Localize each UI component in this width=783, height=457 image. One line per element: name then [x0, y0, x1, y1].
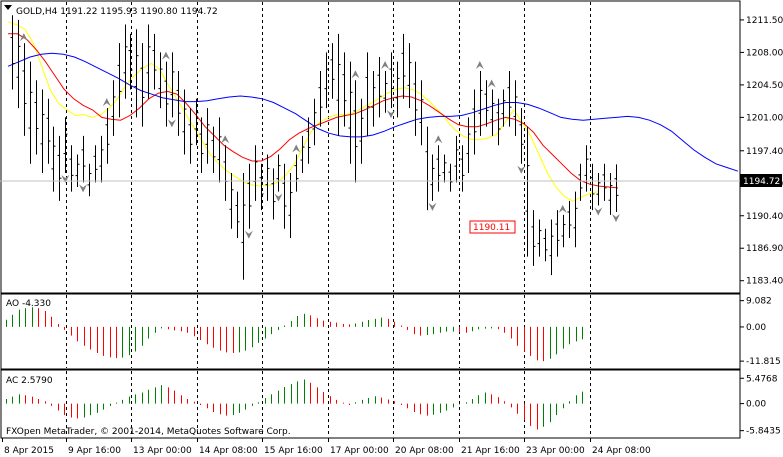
arrow-up-fractal-icon	[434, 135, 443, 144]
arrow-down-fractal-icon	[594, 207, 603, 216]
time-tick-label: 13 Apr 00:00	[133, 446, 192, 456]
price-annotation-text: 1190.11	[473, 223, 510, 233]
ac-title: AC 2.5790	[6, 376, 53, 386]
ma-medium-line	[8, 33, 619, 189]
price-panel-frame	[0, 0, 741, 294]
price-tick-label: 1190.40	[746, 212, 783, 222]
time-tick-label: 20 Apr 08:00	[395, 446, 454, 456]
price-bars	[10, 15, 619, 280]
arrow-down-fractal-icon	[244, 230, 253, 239]
arrow-up-fractal-icon	[221, 135, 230, 144]
ao-histogram	[6, 307, 583, 362]
price-tick-label: 1197.40	[746, 147, 783, 157]
price-tick-label: 1208.00	[746, 48, 783, 58]
triangle-down-icon[interactable]	[4, 5, 12, 10]
arrow-down-fractal-icon	[386, 110, 395, 119]
arrow-down-fractal-icon	[428, 202, 437, 211]
price-tick-label: 1211.50	[746, 16, 783, 26]
arrow-down-fractal-icon	[612, 214, 620, 223]
arrow-up-fractal-icon	[487, 79, 496, 88]
last-price-label: 1194.72	[740, 174, 782, 187]
ac-panel-frame	[0, 369, 741, 439]
arrow-up-fractal-icon	[102, 98, 111, 107]
time-tick-label: 8 Apr 2015	[4, 446, 54, 456]
arrow-up-fractal-icon	[351, 70, 360, 79]
arrow-down-fractal-icon	[79, 184, 88, 193]
ac-vertical-grid	[66, 371, 591, 437]
time-tick-label: 23 Apr 00:00	[526, 446, 585, 456]
axis-tick-label: 5.4768	[746, 374, 778, 384]
ao-title: AO -4.330	[6, 299, 51, 309]
ma-slow-line	[7, 52, 739, 172]
time-tick-label: 9 Apr 16:00	[68, 446, 121, 456]
symbol-header: GOLD,H4 1191.22 1195.93 1190.80 1194.72	[16, 7, 218, 17]
price-annotation[interactable]: 1190.11	[469, 220, 516, 234]
time-axis: 8 Apr 2015 9 Apr 16:00 13 Apr 00:00 14 Apr …	[2, 438, 651, 456]
time-tick-label: 14 Apr 08:00	[199, 446, 258, 456]
arrow-down-fractal-icon	[517, 165, 526, 174]
price-tick-label: 1204.50	[746, 81, 783, 91]
ao-panel-frame	[0, 293, 741, 370]
price-vertical-grid	[66, 2, 591, 292]
ac-histogram	[6, 379, 583, 430]
arrow-up-fractal-icon	[292, 144, 301, 153]
arrow-down-fractal-icon	[167, 119, 176, 128]
arrow-up-fractal-icon	[161, 51, 170, 60]
arrow-up-fractal-icon	[381, 60, 390, 69]
axis-tick-label: 0.00	[746, 323, 766, 333]
price-tick-label: 1201.00	[746, 113, 783, 123]
time-tick-label: 15 Apr 16:00	[264, 446, 323, 456]
axis-tick-label: 9.082	[746, 297, 772, 307]
ac-axis: 5.4768 0.00 -5.8435	[740, 374, 781, 437]
ao-panel[interactable]: 9.082 0.00 -11.815 AO -4.330	[0, 293, 781, 370]
arrow-down-fractal-icon	[61, 175, 70, 184]
time-tick-label: 21 Apr 16:00	[461, 446, 520, 456]
arrow-down-fractal-icon	[274, 193, 283, 202]
arrow-up-fractal-icon	[19, 33, 28, 42]
copyright-text: FXOpen MetaTrader, © 2001-2014, MetaQuot…	[6, 427, 291, 437]
arrow-up-fractal-icon	[558, 204, 567, 213]
arrow-up-fractal-icon	[475, 60, 484, 69]
axis-tick-label: -11.815	[746, 357, 781, 367]
price-tick-label: 1186.90	[746, 244, 783, 254]
time-tick-label: 24 Apr 08:00	[592, 446, 651, 456]
ao-axis: 9.082 0.00 -11.815	[740, 297, 781, 367]
last-price-value: 1194.72	[743, 177, 780, 187]
price-tick-label: 1183.40	[746, 277, 783, 287]
price-panel[interactable]: 1211.501208.001204.501201.001197.401193.…	[0, 0, 783, 294]
axis-tick-label: 0.00	[746, 400, 766, 410]
price-axis: 1211.501208.001204.501201.001197.401193.…	[740, 16, 783, 287]
fractals	[19, 33, 620, 239]
ac-panel[interactable]: 5.4768 0.00 -5.8435 AC 2.5790 FXOpen MetaT…	[0, 369, 781, 439]
axis-tick-label: -5.8435	[746, 427, 781, 437]
time-tick-label: 17 Apr 00:00	[330, 446, 389, 456]
